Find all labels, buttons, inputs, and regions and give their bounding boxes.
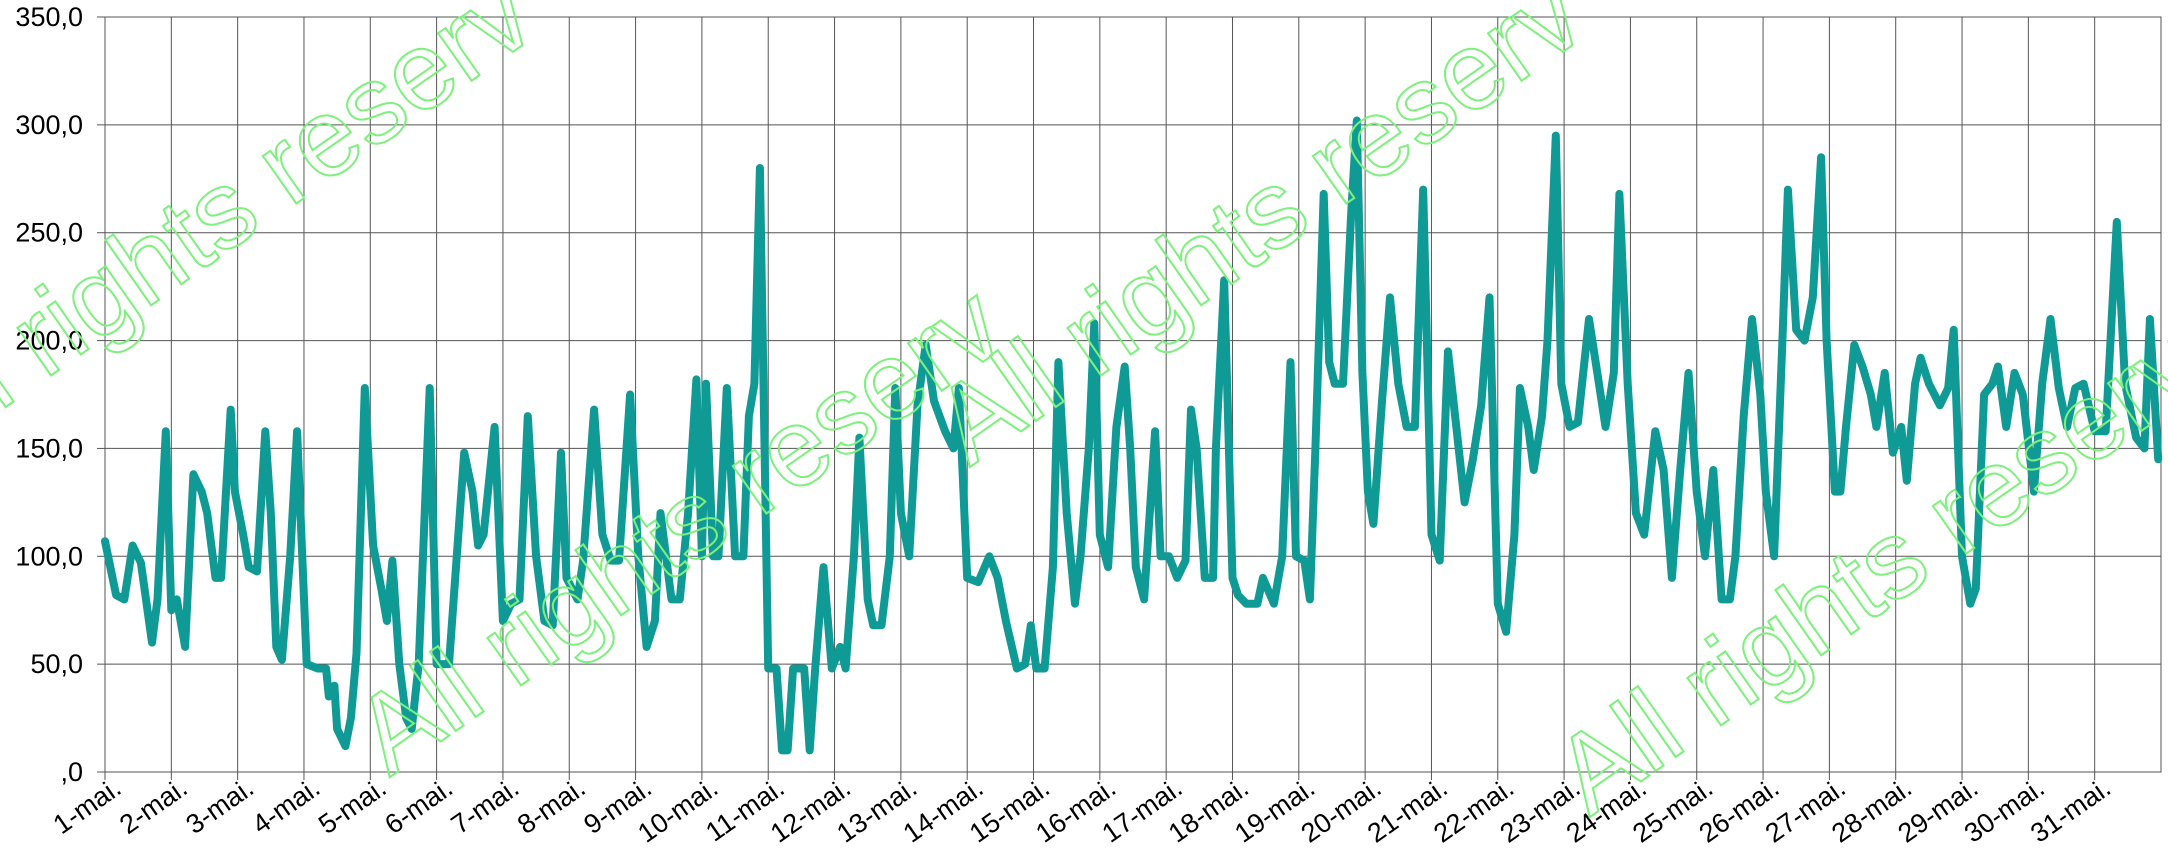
x-tick-label: 2-mai. [114, 772, 193, 840]
y-tick-label: 100,0 [15, 541, 83, 571]
x-tick-label: 3-mai. [180, 772, 259, 840]
y-tick-label: ,0 [60, 757, 83, 787]
x-tick-label: 5-mai. [313, 772, 392, 840]
x-tick-label: 8-mai. [512, 772, 591, 840]
y-tick-label: 150,0 [15, 433, 83, 463]
y-tick-label: 250,0 [15, 218, 83, 248]
data-line [101, 116, 2163, 755]
y-tick-label: 200,0 [15, 326, 83, 356]
y-tick-label: 350,0 [15, 2, 83, 32]
y-tick-label: 50,0 [30, 649, 83, 679]
y-tick-label: 300,0 [15, 110, 83, 140]
x-tick-label: 7-mai. [446, 772, 525, 840]
x-tick-label: 4-mai. [247, 772, 326, 840]
